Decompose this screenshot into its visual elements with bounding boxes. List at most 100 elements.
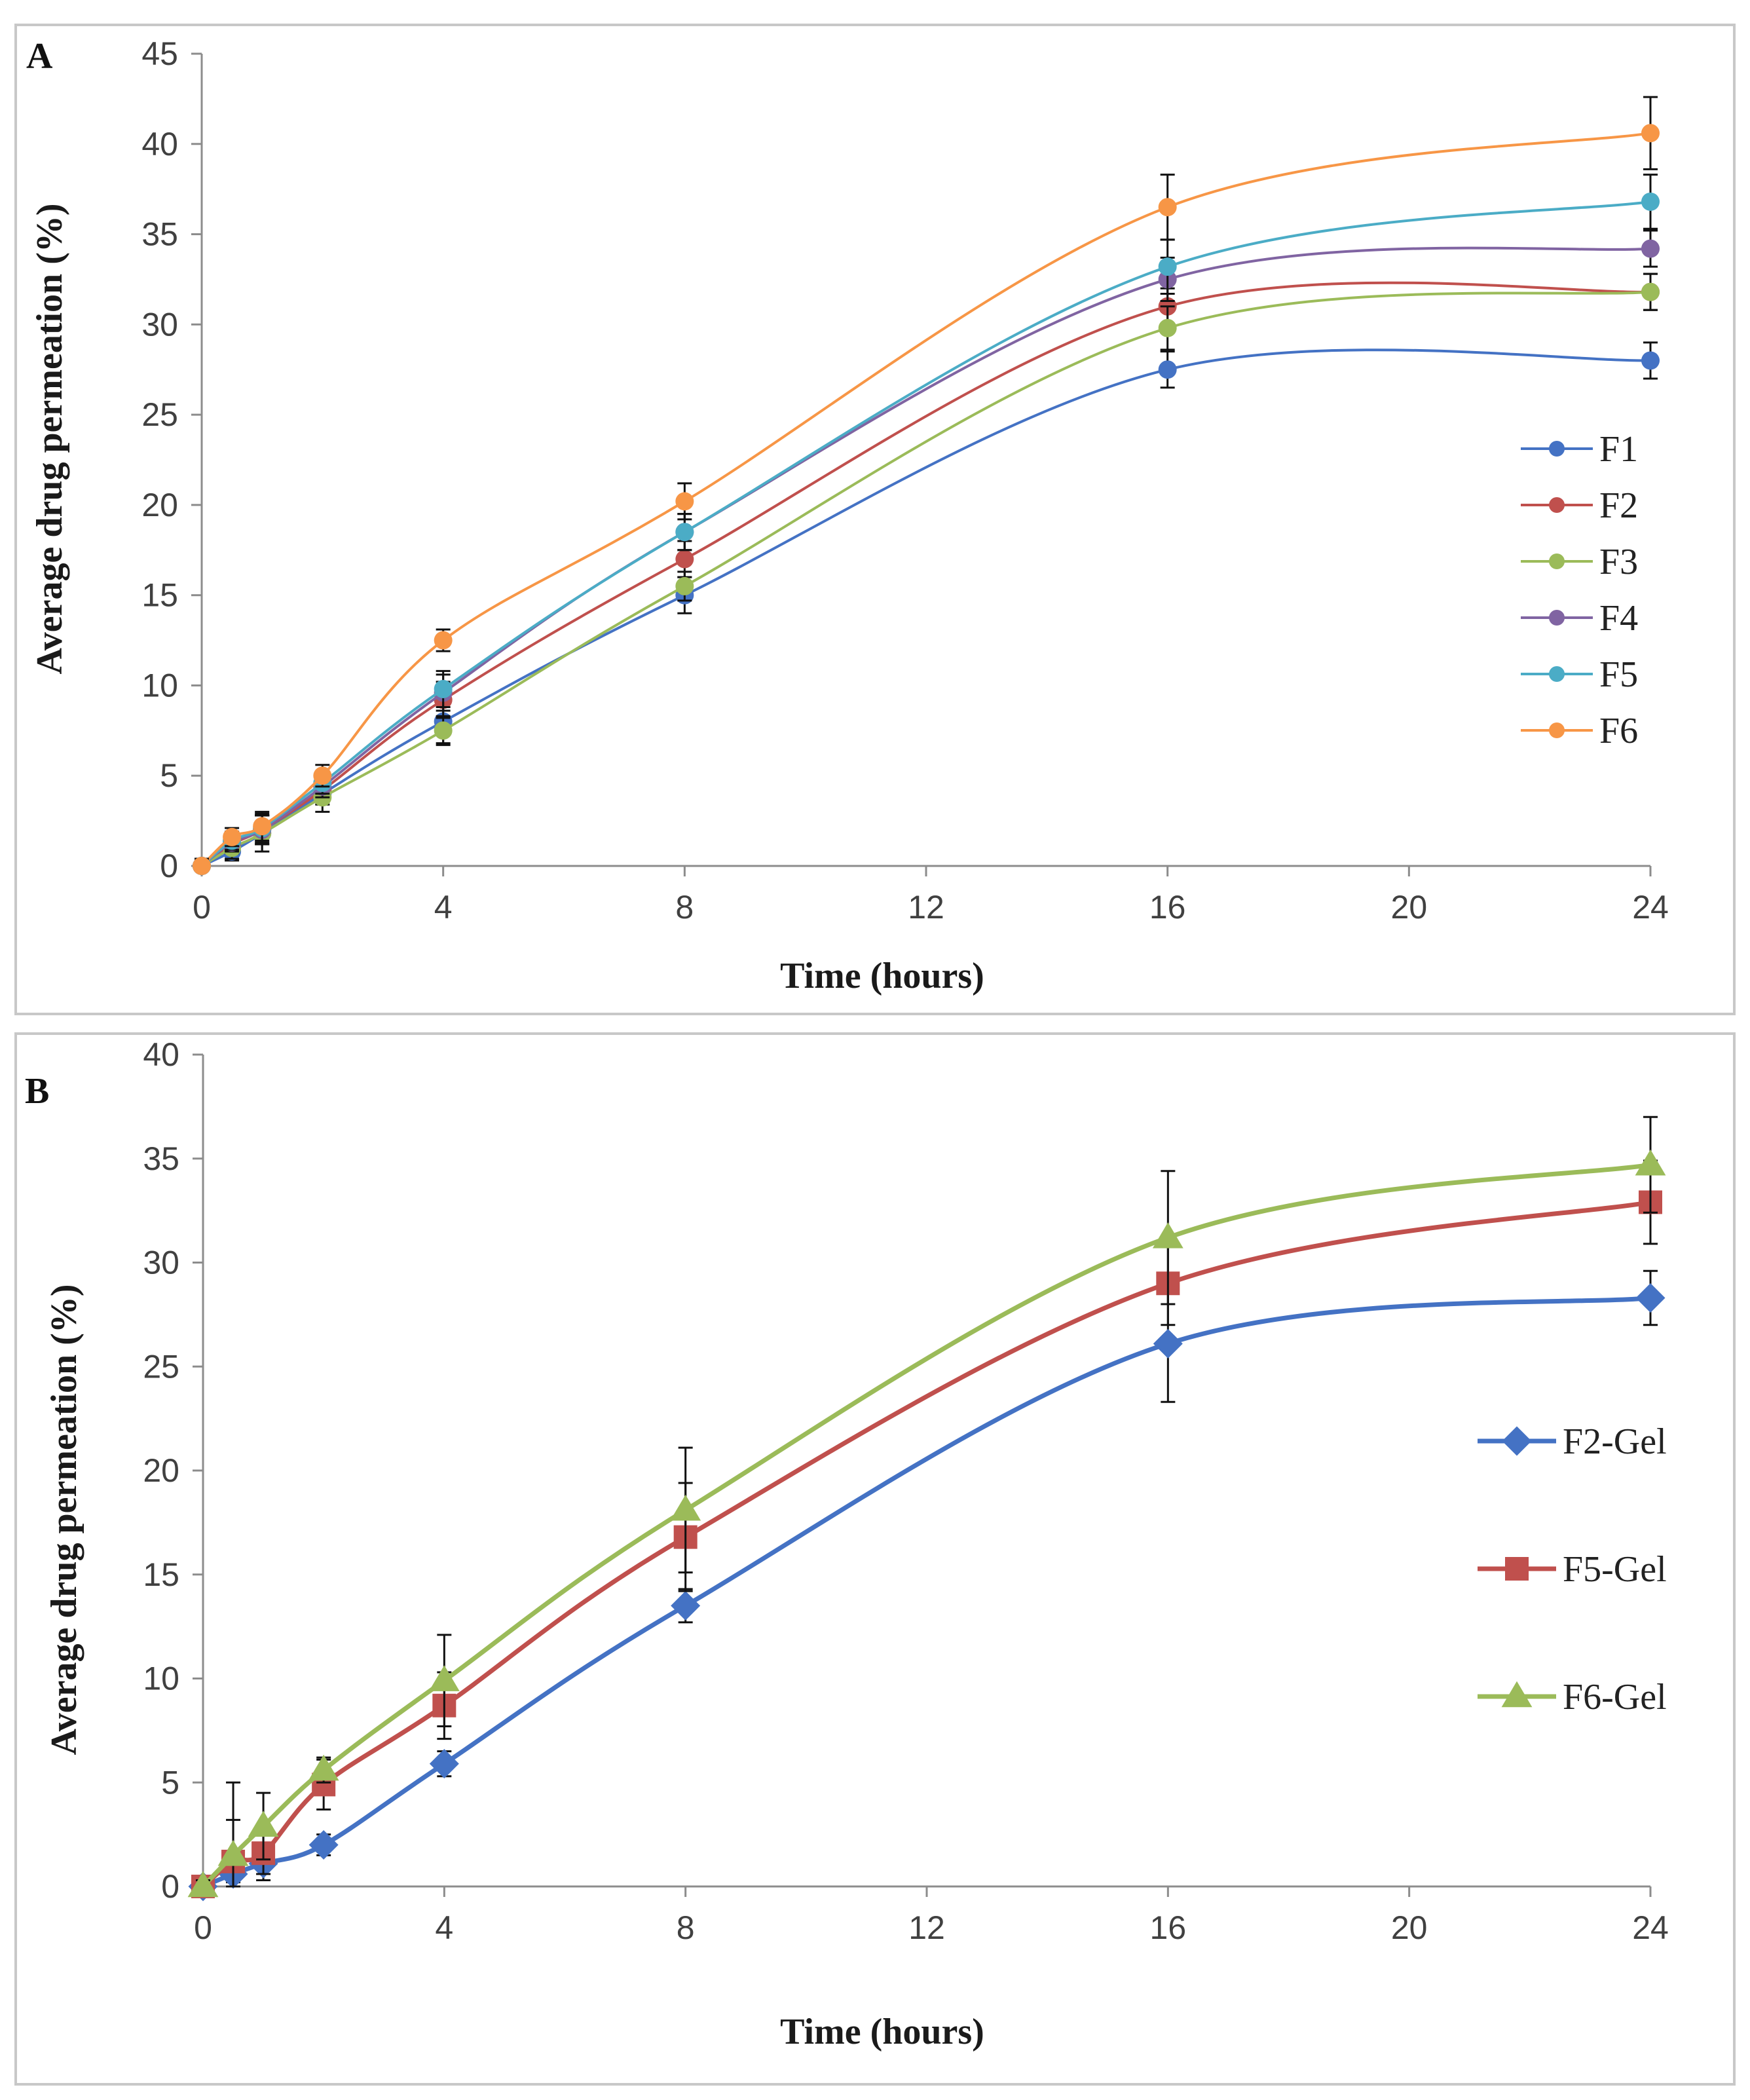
- data-point: [434, 679, 453, 698]
- series-line: [201, 348, 1651, 867]
- x-tick-label: 20: [1391, 889, 1428, 926]
- series-f5: [193, 174, 1660, 875]
- x-tick-label: 20: [1391, 1909, 1428, 1946]
- y-tick-label: 0: [160, 848, 178, 884]
- legend-marker: [1502, 1426, 1532, 1456]
- legend-marker: [1549, 610, 1565, 626]
- data-point: [248, 1810, 279, 1837]
- legend-marker: [1501, 1681, 1533, 1708]
- chart-b-svg: B 0 5 10 15 20 25 30 35 40 0 4 8 12 16 20 24 Time (hour…: [25, 1036, 1669, 2052]
- y-tick-label: 40: [141, 126, 178, 162]
- y-tick-label: 40: [143, 1036, 179, 1073]
- data-point: [1641, 282, 1660, 301]
- data-point: [428, 1665, 460, 1691]
- legend-label: F2-Gel: [1563, 1421, 1667, 1462]
- x-tick-label: 0: [193, 889, 211, 926]
- legend-item-f5: F5: [1521, 654, 1638, 695]
- y-tick-label: 45: [141, 35, 178, 72]
- legend-label: F6-Gel: [1563, 1677, 1667, 1717]
- y-tick-label: 5: [160, 757, 178, 794]
- data-point: [1158, 360, 1177, 379]
- data-point: [253, 817, 272, 836]
- legend-label: F5-Gel: [1563, 1549, 1667, 1590]
- legend-item-f2: F2: [1521, 485, 1638, 526]
- data-point: [1158, 318, 1177, 337]
- data-point: [1158, 198, 1177, 217]
- x-tick-label: 16: [1149, 889, 1186, 926]
- x-tick-label: 12: [908, 889, 944, 926]
- panel-label-a: A: [26, 36, 53, 77]
- legend-marker: [1549, 497, 1565, 513]
- legend-label: F2: [1599, 485, 1638, 526]
- x-axis-title-b: Time (hours): [780, 2012, 984, 2052]
- series-line: [200, 132, 1651, 867]
- y-tick-label: 30: [141, 306, 178, 343]
- series-f3: [193, 272, 1660, 875]
- data-point: [313, 766, 332, 785]
- chart-panel-a: A 0 5 10 15 20 25 30 35 40 45 0 4 8 12 16 20 24 Time (ho…: [14, 24, 1736, 1015]
- x-axis-title-a: Time (hours): [780, 956, 984, 996]
- data-point: [1635, 1149, 1666, 1176]
- chart-a-series: [193, 96, 1660, 875]
- data-point: [434, 631, 453, 650]
- chart-b-legend: F2-Gel F5-Gel F6-Gel: [1478, 1421, 1667, 1717]
- y-tick-label: 35: [141, 216, 178, 253]
- y-tick-label: 10: [141, 667, 178, 703]
- data-point: [223, 827, 242, 846]
- data-point: [193, 857, 211, 875]
- y-tick-label: 15: [141, 577, 178, 614]
- series-f2-gel: [188, 1269, 1666, 1902]
- series-line: [200, 281, 1651, 867]
- series-line: [200, 200, 1651, 867]
- series-f2: [193, 272, 1660, 875]
- data-point: [187, 1871, 219, 1898]
- series-line: [202, 1296, 1651, 1889]
- y-tick-label: 25: [143, 1348, 179, 1385]
- data-point: [671, 1590, 701, 1621]
- chart-a-axes: 0 5 10 15 20 25 30 35 40 45 0 4 8 12 16 20 24: [141, 35, 1668, 926]
- data-point: [1153, 1328, 1183, 1359]
- y-axis-title-b: Average drug permeation (%): [44, 1284, 84, 1755]
- legend-label: F1: [1599, 429, 1638, 470]
- x-tick-label: 4: [435, 1909, 453, 1946]
- panel-label-b: B: [25, 1071, 49, 1112]
- x-tick-label: 24: [1632, 1909, 1669, 1946]
- legend-item-f4: F4: [1521, 598, 1638, 639]
- data-point: [1641, 351, 1660, 370]
- x-tick-label: 4: [434, 889, 453, 926]
- data-point: [1635, 1283, 1666, 1313]
- data-point: [675, 492, 694, 511]
- chart-a-legend: F1 F2 F3 F4 F5 F6: [1521, 429, 1638, 751]
- data-point: [308, 1830, 339, 1860]
- data-point: [675, 576, 694, 595]
- chart-a-svg: A 0 5 10 15 20 25 30 35 40 45 0 4 8 12 16 20 24 Time (ho…: [26, 35, 1669, 996]
- y-tick-label: 35: [143, 1140, 179, 1177]
- legend-item-f6-gel: F6-Gel: [1478, 1677, 1667, 1717]
- y-tick-label: 0: [161, 1868, 179, 1905]
- chart-b-series: [187, 1116, 1666, 1902]
- x-tick-label: 16: [1150, 1909, 1187, 1946]
- data-point: [1641, 192, 1660, 211]
- y-tick-label: 20: [141, 487, 178, 523]
- series-f6-gel: [187, 1116, 1666, 1898]
- legend-item-f5-gel: F5-Gel: [1478, 1549, 1667, 1590]
- series-f6: [193, 96, 1660, 875]
- legend-marker: [1549, 441, 1565, 457]
- legend-item-f2-gel: F2-Gel: [1478, 1421, 1667, 1462]
- data-point: [1641, 239, 1660, 258]
- legend-label: F4: [1599, 598, 1638, 639]
- x-tick-label: 0: [194, 1909, 212, 1946]
- legend-marker: [1505, 1557, 1529, 1581]
- data-point: [308, 1754, 339, 1781]
- legend-item-f3: F3: [1521, 542, 1638, 582]
- legend-marker: [1549, 722, 1565, 738]
- data-point: [670, 1494, 701, 1521]
- legend-marker: [1549, 553, 1565, 569]
- legend-label: F5: [1599, 654, 1638, 695]
- y-tick-label: 15: [143, 1556, 179, 1593]
- y-tick-label: 30: [143, 1245, 179, 1281]
- data-point: [675, 523, 694, 542]
- data-point: [434, 721, 453, 740]
- y-tick-label: 25: [141, 396, 178, 433]
- legend-marker: [1549, 666, 1565, 682]
